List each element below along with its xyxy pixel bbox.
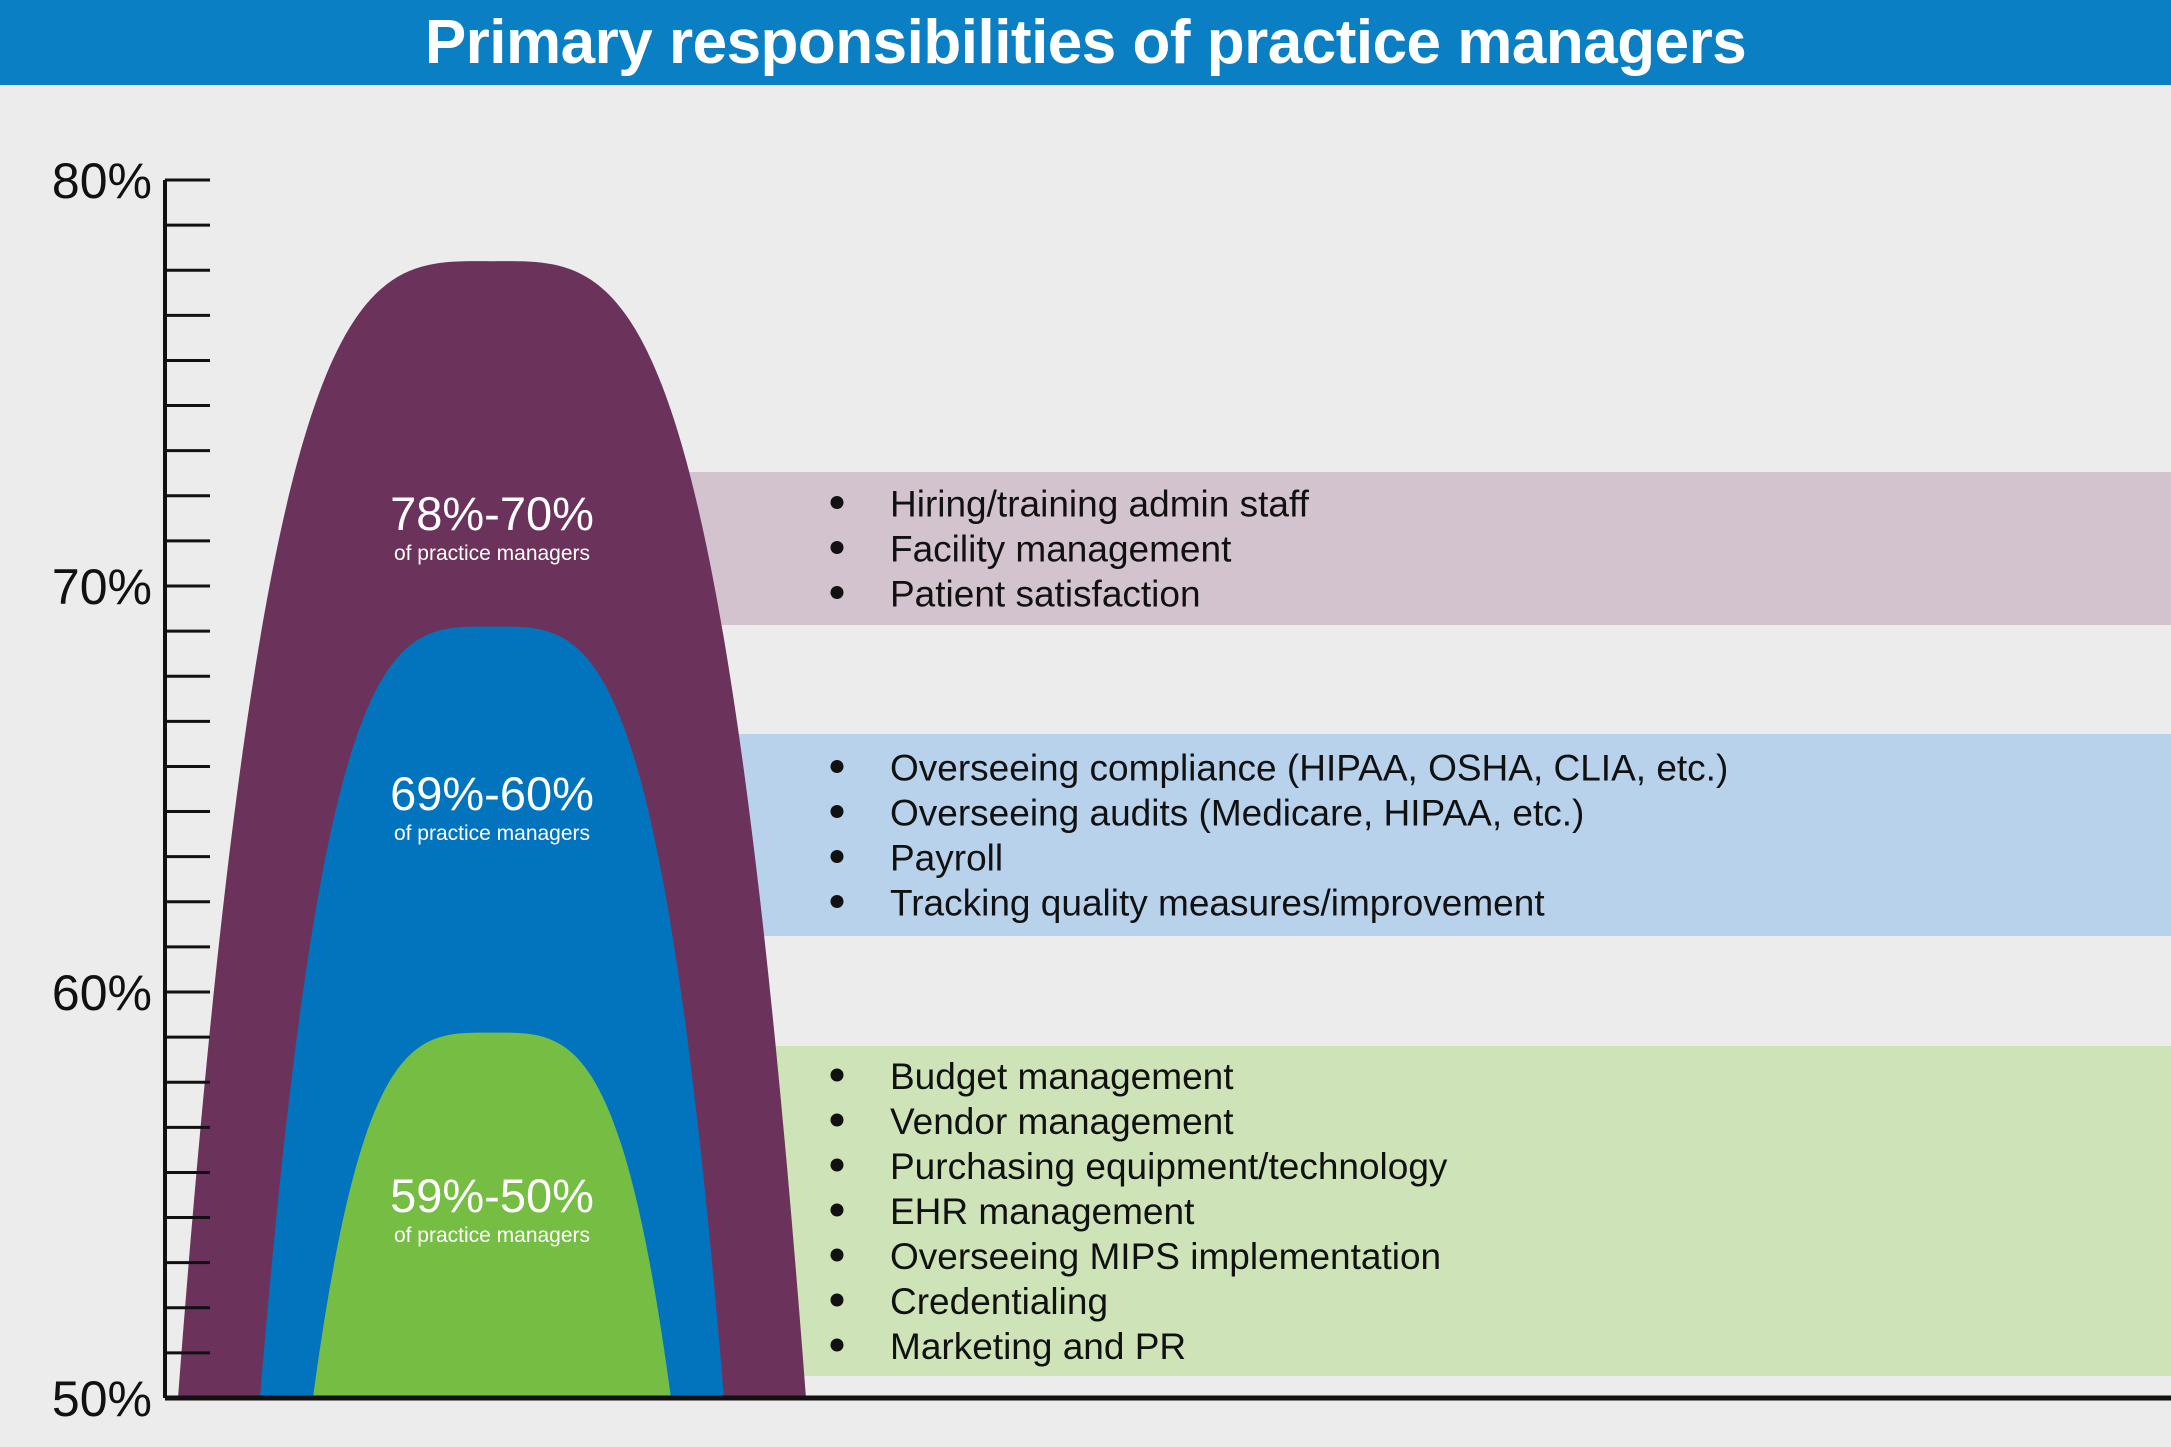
mound-3 — [313, 1032, 671, 1398]
bullet-dot — [830, 1338, 844, 1352]
y-tick-label: 80% — [52, 153, 152, 209]
bullet-dot — [830, 496, 844, 509]
bullet-dot — [830, 760, 844, 773]
bullet-dot — [830, 1113, 844, 1127]
responsibility-item: Overseeing compliance (HIPAA, OSHA, CLIA… — [890, 748, 1728, 789]
bullet-dot — [830, 541, 844, 554]
chart-title: Primary responsibilities of practice man… — [424, 8, 1747, 77]
bullet-dot — [830, 1158, 844, 1172]
title-bar: Primary responsibilities of practice man… — [0, 0, 2171, 85]
responsibility-item: Budget management — [890, 1056, 1234, 1097]
responsibility-item: Overseeing audits (Medicare, HIPAA, etc.… — [890, 793, 1584, 834]
y-tick-label: 50% — [52, 1371, 152, 1427]
y-tick-label: 60% — [52, 965, 152, 1021]
tier-percent-label: 78%-70% — [390, 487, 594, 540]
band-3 — [740, 1046, 2171, 1376]
y-axis: 80% 70% 60% 50% — [52, 153, 2171, 1427]
bullet-dot — [830, 586, 844, 599]
responsibility-item: Credentialing — [890, 1281, 1108, 1322]
bullet-dot — [830, 805, 844, 818]
responsibility-item: Patient satisfaction — [890, 574, 1201, 615]
bullet-dot — [830, 895, 844, 908]
bullet-dot — [830, 850, 844, 863]
responsibility-item: Hiring/training admin staff — [890, 484, 1310, 525]
bullet-dot — [830, 1203, 844, 1217]
y-tick-label: 70% — [52, 559, 152, 615]
tier-subtitle: of practice managers — [394, 1224, 590, 1247]
responsibility-item: Purchasing equipment/technology — [890, 1146, 1448, 1187]
responsibility-item: Payroll — [890, 838, 1003, 879]
band-2 — [680, 734, 2171, 936]
responsibility-item: Tracking quality measures/improvement — [890, 883, 1545, 924]
tier-percent-label: 59%-50% — [390, 1169, 594, 1222]
band-1 — [600, 472, 2171, 625]
tier-subtitle: of practice managers — [394, 822, 590, 845]
responsibility-item: Overseeing MIPS implementation — [890, 1236, 1441, 1277]
bullet-dot — [830, 1068, 844, 1082]
responsibility-item: Marketing and PR — [890, 1326, 1186, 1367]
tier-subtitle: of practice managers — [394, 542, 590, 565]
bullet-dot — [830, 1248, 844, 1262]
mounds-layer — [178, 261, 806, 1398]
responsibility-item: Vendor management — [890, 1101, 1234, 1142]
responsibility-item: EHR management — [890, 1191, 1195, 1232]
bullet-dot — [830, 1293, 844, 1307]
responsibility-item: Facility management — [890, 529, 1232, 570]
tier-percent-label: 69%-60% — [390, 767, 594, 820]
